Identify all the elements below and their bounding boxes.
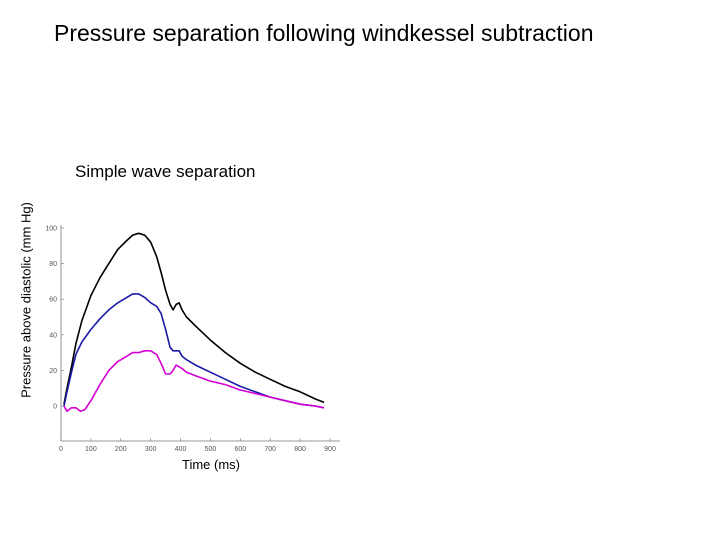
y-tick-label: 80 (49, 261, 57, 268)
series-line-3 (63, 349, 325, 413)
y-tick-label: 0 (53, 404, 57, 411)
x-tick-label: 700 (264, 446, 276, 453)
x-tick-label: 600 (234, 446, 246, 453)
x-tick-label: 400 (175, 446, 187, 453)
series-line-1 (63, 232, 325, 405)
y-tick-label: 40 (49, 332, 57, 339)
chart-title: Simple wave separation (75, 162, 256, 181)
x-tick-label: 300 (145, 446, 157, 453)
y-tick-label: 60 (49, 297, 57, 304)
y-tick-label: 20 (49, 368, 57, 375)
x-tick-label: 100 (85, 446, 97, 453)
x-tick-label: 900 (324, 446, 336, 453)
series-line-2 (63, 293, 325, 409)
x-tick-label: 500 (205, 446, 217, 453)
x-tick-label: 800 (294, 446, 306, 453)
x-tick-label: 200 (115, 446, 127, 453)
slide-title: Pressure separation following windkessel… (54, 20, 594, 46)
x-tick-label: 0 (59, 446, 63, 453)
y-tick-label: 100 (45, 226, 57, 233)
x-axis-label: Time (ms) (181, 457, 241, 472)
